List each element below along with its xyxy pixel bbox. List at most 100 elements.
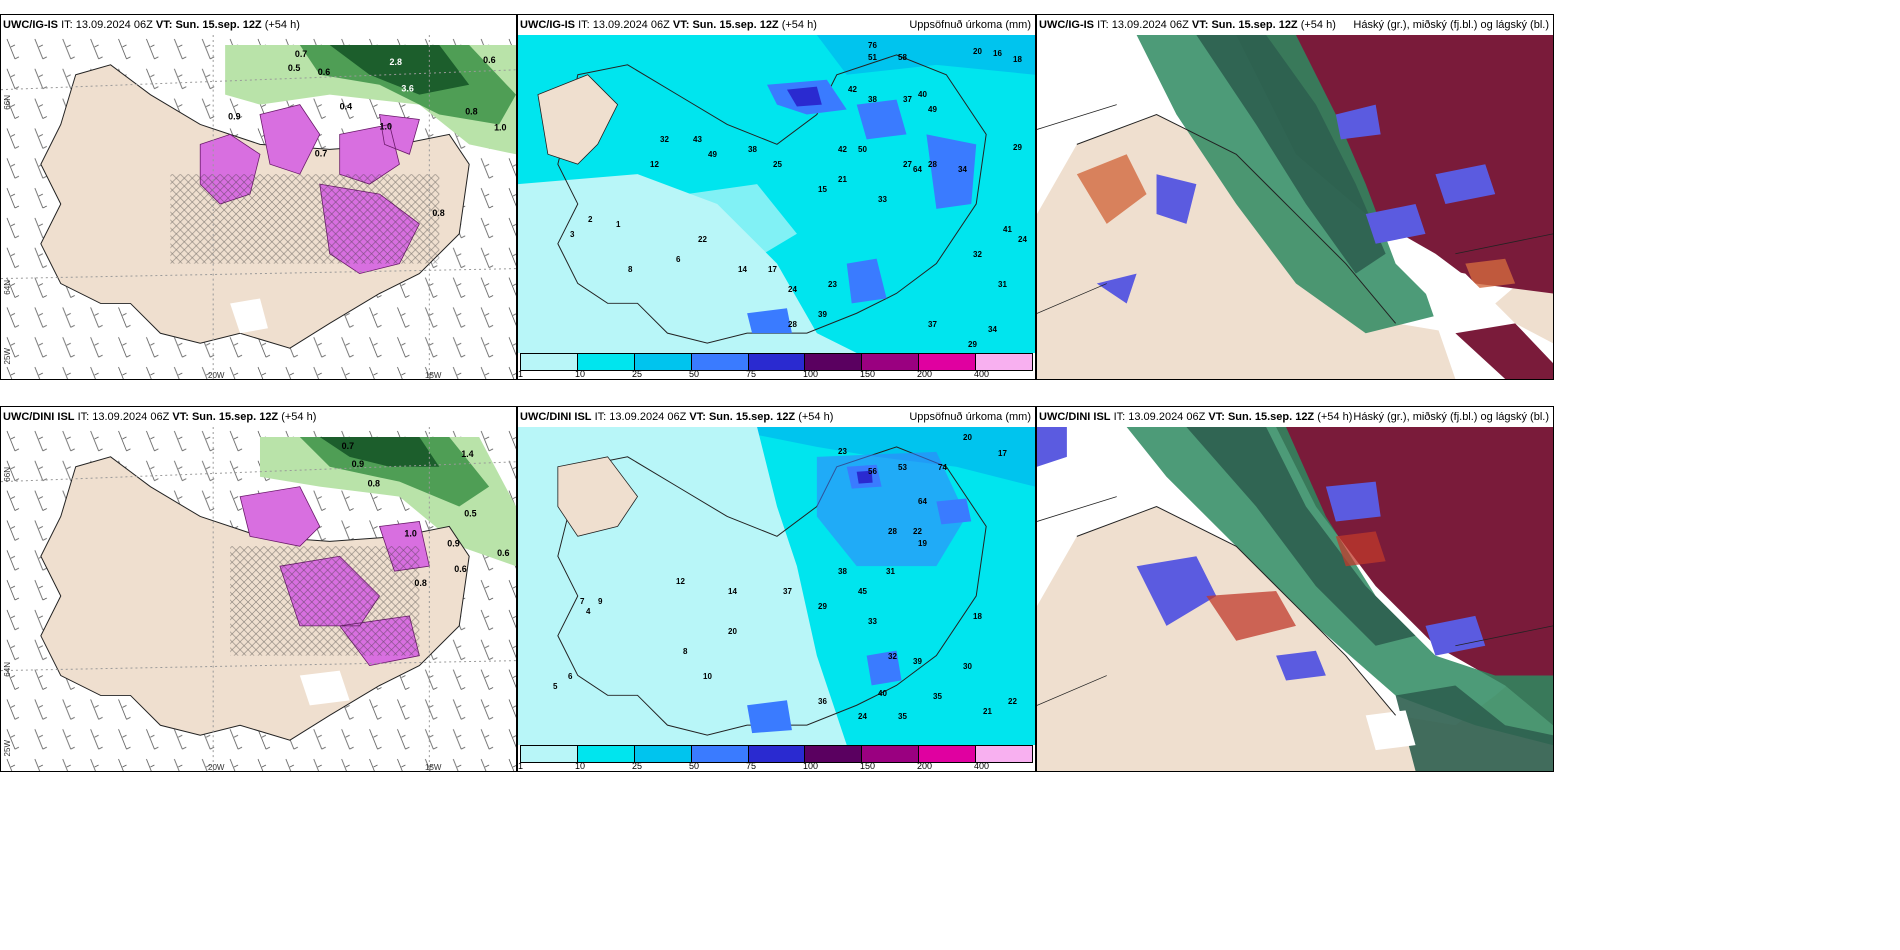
colorbar-label: 25 xyxy=(631,761,642,771)
panel-header: UWC/DINI ISL IT: 13.09.2024 06Z VT: Sun.… xyxy=(1,407,516,427)
precip-value: 23 xyxy=(828,280,837,289)
snow-map: 0.7 0.9 0.8 1.4 0.5 0.6 0.9 0.6 1.0 0.8 xyxy=(1,427,516,771)
colorbar-label: 25 xyxy=(631,369,642,379)
panel-dini-precip: UWC/DINI ISL IT: 13.09.2024 06Z VT: Sun.… xyxy=(517,406,1036,772)
cloud-map xyxy=(1037,35,1553,379)
precip-map-svg xyxy=(518,35,1035,353)
precip-value: 12 xyxy=(676,577,685,586)
precip-value: 39 xyxy=(913,657,922,666)
precip-value: 27 xyxy=(903,160,912,169)
precip-value: 22 xyxy=(1008,697,1017,706)
lon-label-15: 15W xyxy=(425,763,442,772)
precip-value: 25 xyxy=(773,160,782,169)
colorbar-swatch xyxy=(976,746,1033,762)
vt-value: Sun. 15.sep. 12Z xyxy=(175,19,262,31)
precip-value: 24 xyxy=(858,712,867,721)
precip-value: 20 xyxy=(963,433,972,442)
precip-value: 29 xyxy=(1013,143,1022,152)
lead-time: (+54 h) xyxy=(781,19,817,31)
precip-value: 40 xyxy=(878,689,887,698)
precip-value: 24 xyxy=(1018,235,1027,244)
precip-map: 20 23 56 53 74 17 64 28 22 19 38 31 7 9 … xyxy=(518,427,1035,745)
snow-map-svg: 0.7 0.9 0.8 1.4 0.5 0.6 0.9 0.6 1.0 0.8 xyxy=(1,427,516,771)
model-name: UWC/IG-IS xyxy=(3,19,58,31)
it-label: IT: xyxy=(594,411,607,423)
it-label: IT: xyxy=(1097,19,1109,31)
precip-value: 37 xyxy=(903,95,912,104)
precip-value: 14 xyxy=(738,265,747,274)
colorbar-swatch xyxy=(919,746,977,762)
precip-title: Uppsöfnuð úrkoma (mm) xyxy=(909,19,1031,31)
precip-value: 5 xyxy=(553,682,558,691)
colorbar-label: 1 xyxy=(518,761,524,771)
precip-value: 50 xyxy=(858,145,867,154)
colorbar-swatch xyxy=(634,354,692,370)
precip-value: 9 xyxy=(598,597,603,606)
precip-value: 15 xyxy=(818,185,827,194)
colorbar-label: 1 xyxy=(518,369,524,379)
precip-value: 29 xyxy=(818,602,827,611)
precip-value: 28 xyxy=(928,160,937,169)
cloud-map xyxy=(1037,427,1553,771)
snow-value: 0.7 xyxy=(342,441,354,451)
it-label: IT: xyxy=(61,19,73,31)
precip-value: 35 xyxy=(898,712,907,721)
colorbar-swatch xyxy=(634,746,692,762)
precip-value: 21 xyxy=(983,707,992,716)
colorbar: 1 10 25 50 75 100 150 200 400 xyxy=(518,353,1035,379)
precip-value: 23 xyxy=(838,447,847,456)
vt-value: Sun. 15.sep. 12Z xyxy=(1227,411,1315,423)
snow-map-svg: 0.7 0.5 0.6 2.8 3.6 0.6 0.8 1.0 0.7 0.4 … xyxy=(1,35,516,379)
snow-value: 1.0 xyxy=(404,528,416,538)
model-name: UWC/IG-IS xyxy=(1039,19,1094,31)
precip-value: 53 xyxy=(898,463,907,472)
snow-value: 0.8 xyxy=(432,208,444,218)
vt-value: Sun. 15.sep. 12Z xyxy=(692,19,779,31)
snow-value: 0.6 xyxy=(454,564,466,574)
precip-value: 42 xyxy=(838,145,847,154)
precip-value: 38 xyxy=(838,567,847,576)
precip-value: 43 xyxy=(693,135,702,144)
precip-value: 12 xyxy=(650,160,659,169)
colorbar-label: 75 xyxy=(745,369,756,379)
snow-value: 1.0 xyxy=(494,122,506,132)
panel-header: UWC/IG-IS IT: 13.09.2024 06Z VT: Sun. 15… xyxy=(1,15,516,35)
panel-header: UWC/IG-IS IT: 13.09.2024 06Z VT: Sun. 15… xyxy=(1037,15,1553,35)
vt-value: Sun. 15.sep. 12Z xyxy=(1211,19,1298,31)
precip-value: 56 xyxy=(868,467,877,476)
precip-value: 34 xyxy=(958,165,967,174)
lat-label-64: 64N xyxy=(3,280,12,295)
snow-map: 0.7 0.5 0.6 2.8 3.6 0.6 0.8 1.0 0.7 0.4 … xyxy=(1,35,516,379)
snow-value: 0.8 xyxy=(414,578,426,588)
precip-value: 38 xyxy=(748,145,757,154)
colorbar-label: 150 xyxy=(859,369,875,379)
precip-value: 29 xyxy=(968,340,977,349)
colorbar-swatch xyxy=(521,354,578,370)
colorbar-swatch xyxy=(862,354,920,370)
colorbar-swatch xyxy=(577,746,635,762)
lon-label-25: 25W xyxy=(3,740,12,757)
model-name: UWC/DINI ISL xyxy=(3,411,75,423)
precip-value: 34 xyxy=(988,325,997,334)
colorbar-labels: 1 10 25 50 75 100 150 200 400 xyxy=(518,761,1033,771)
panel-header: UWC/DINI ISL IT: 13.09.2024 06Z VT: Sun.… xyxy=(1037,407,1553,427)
precip-value: 40 xyxy=(918,90,927,99)
precip-value: 8 xyxy=(683,647,688,656)
it-value: 13.09.2024 06Z xyxy=(75,19,153,31)
colorbar-swatches xyxy=(520,745,1033,763)
snow-value: 0.7 xyxy=(315,148,327,158)
lon-label-15: 15W xyxy=(425,371,442,380)
colorbar-swatch xyxy=(805,354,863,370)
snow-value: 0.6 xyxy=(483,55,495,65)
precip-map-svg xyxy=(518,427,1035,745)
lon-label-20: 20W xyxy=(208,763,225,772)
precip-value: 31 xyxy=(886,567,895,576)
snow-value: 0.5 xyxy=(288,63,300,73)
colorbar: 1 10 25 50 75 100 150 200 400 xyxy=(518,745,1035,771)
precip-value: 32 xyxy=(660,135,669,144)
colorbar-label: 50 xyxy=(688,369,699,379)
colorbar-label: 100 xyxy=(802,761,818,771)
colorbar-swatch xyxy=(862,746,920,762)
precip-value: 18 xyxy=(1013,55,1022,64)
precip-value: 49 xyxy=(928,105,937,114)
